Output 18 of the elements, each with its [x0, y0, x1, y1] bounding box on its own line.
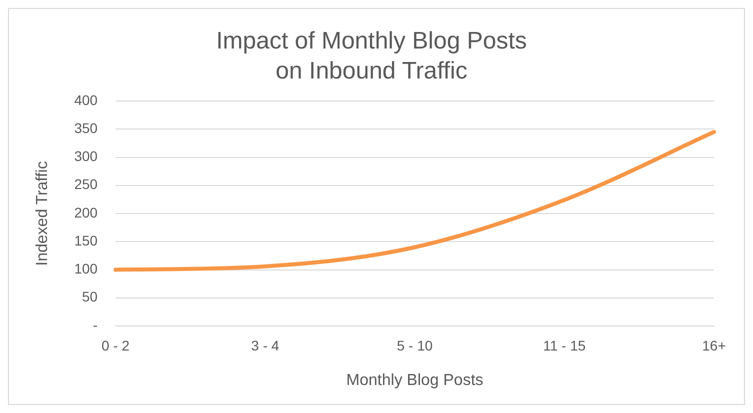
x-tick-label: 16+ [702, 337, 726, 354]
y-tick-label: 350 [74, 120, 98, 136]
chart-title: Impact of Monthly Blog Posts on Inbound Traffic [216, 28, 527, 85]
x-tick-label: 3 - 4 [251, 337, 280, 354]
y-tick-label: 200 [74, 204, 98, 220]
y-tick-label: 250 [74, 176, 98, 192]
y-tick-label: - [92, 316, 98, 333]
y-tick-label: 100 [74, 260, 98, 277]
x-tick-label: 5 - 10 [396, 337, 433, 354]
y-axis-title: Indexed Traffic [34, 161, 52, 266]
y-tick-label: 400 [74, 92, 98, 108]
y-tick-label: 150 [74, 232, 98, 248]
line-series [114, 130, 716, 272]
x-axis-title: Monthly Blog Posts [346, 372, 484, 389]
y-tick-label: 50 [82, 288, 98, 305]
x-tick-label: 11 - 15 [543, 337, 586, 354]
x-tick-label: 0 - 2 [102, 337, 130, 354]
y-tick-label: 300 [74, 148, 98, 164]
